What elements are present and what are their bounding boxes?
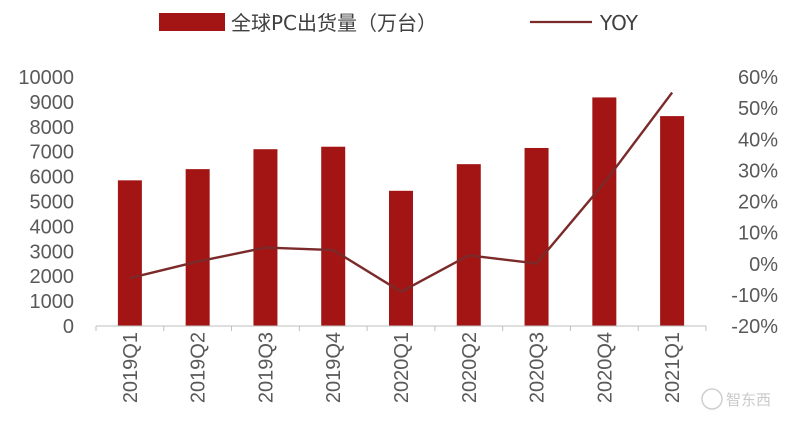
bar [185,169,210,326]
watermark: 智东西 [701,388,771,410]
yoy-line [129,91,674,293]
left-tick-label: 5000 [30,192,75,214]
category-label: 2020Q2 [459,332,481,403]
category-label: 2020Q4 [594,332,616,403]
left-tick-label: 6000 [30,167,75,189]
bar [321,146,346,326]
bar [253,149,278,326]
right-axis-ticks: -20% -10% 0% 10% 20% 30% 40% 50% 60% [731,67,778,338]
right-tick-label: -10% [731,285,778,307]
legend-line-label: YOY [599,11,639,35]
legend-bar-label: 全球PC出货量（万台） [231,11,437,35]
category-label: 2019Q1 [120,332,142,403]
left-tick-label: 3000 [30,241,75,263]
watermark-text: 智东西 [726,391,771,409]
right-tick-label: 40% [738,129,778,151]
category-label: 2021Q1 [662,332,684,403]
left-tick-label: 7000 [30,142,75,164]
legend-bar-swatch [159,13,225,31]
category-label: 2019Q3 [255,332,277,403]
bar [660,116,685,326]
bar-series [117,97,685,326]
left-tick-label: 4000 [30,216,75,238]
bar [117,180,142,326]
right-tick-label: 60% [738,67,778,89]
bar [524,147,549,326]
left-tick-label: 1000 [30,291,75,313]
bar [456,164,481,326]
legend: 全球PC出货量（万台） YOY [159,11,639,35]
left-tick-label: 2000 [30,266,75,288]
right-tick-label: -20% [731,316,778,338]
right-tick-label: 50% [738,98,778,120]
right-tick-label: 30% [738,160,778,182]
bar [592,97,617,326]
yoy-line-series [129,91,674,293]
axis-lines [95,325,707,331]
bar [389,190,413,326]
left-tick-label: 8000 [30,117,75,139]
category-label: 2019Q4 [323,332,345,403]
left-tick-label: 9000 [30,92,75,114]
category-labels: 2019Q1 2019Q2 2019Q3 2019Q4 2020Q1 2020Q2 2020… [120,332,684,403]
category-label: 2020Q3 [527,332,549,403]
left-tick-label: 10000 [18,67,74,89]
watermark-ring [701,388,723,410]
category-label: 2020Q1 [391,332,413,403]
right-tick-label: 0% [749,254,778,276]
right-tick-label: 10% [738,223,778,245]
category-label: 2019Q2 [188,332,210,403]
left-tick-label: 0 [63,316,74,338]
right-tick-label: 20% [738,192,778,214]
